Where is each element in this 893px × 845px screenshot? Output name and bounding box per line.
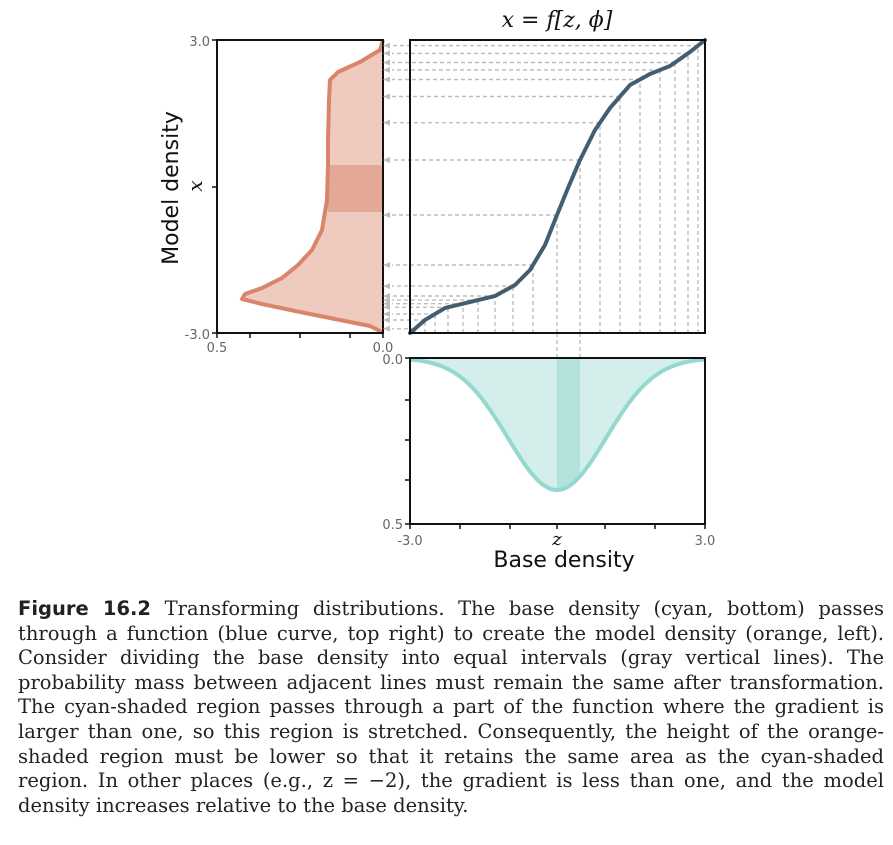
guide-arrowhead (383, 293, 390, 299)
base-density-label: Base density (493, 548, 634, 573)
left-xtick-right: 0.0 (373, 341, 394, 356)
figure-caption: Figure 16.2 Transforming distributions. … (18, 597, 884, 818)
model-density-curve (240, 39, 385, 335)
base-density-curve (409, 357, 706, 492)
figure-label: Figure 16.2 (18, 597, 152, 620)
left-xtick-left: 0.5 (207, 341, 228, 356)
model-density-ticks (212, 39, 384, 338)
guide-arrowhead (383, 119, 390, 126)
bottom-xtick-right: 3.0 (695, 534, 716, 549)
guide-arrowhead (383, 76, 390, 83)
base-density-ticks (405, 357, 706, 529)
bottom-ytick-bottom: 0.5 (382, 518, 403, 533)
base-density-shaded-region (557, 358, 580, 490)
guide-arrowhead (383, 317, 390, 323)
guide-arrowhead (383, 262, 390, 268)
left-ytick-bottom: -3.0 (185, 328, 210, 343)
bottom-xtick-left: -3.0 (397, 534, 422, 549)
base-density-var: z (551, 529, 562, 550)
function-title: x = f[z, ϕ] (502, 8, 613, 33)
bottom-ytick-top: 0.0 (382, 353, 403, 368)
left-ytick-top: 3.0 (189, 35, 210, 50)
function-panel (383, 38, 707, 358)
caption-text: Transforming distributions. The base den… (18, 597, 885, 817)
guide-arrowhead (383, 42, 390, 49)
guide-arrowhead (383, 212, 390, 218)
guide-arrowhead (383, 67, 390, 73)
model-density-var: x (183, 180, 207, 191)
guide-arrowhead (383, 325, 390, 332)
guide-arrowhead (383, 157, 390, 163)
guide-arrowhead (383, 297, 390, 304)
model-density-label: Model density (159, 111, 184, 265)
model-density-panel: 3.0 -3.0 0.5 0.0 Model density x (159, 35, 393, 356)
function-frame (409, 39, 706, 334)
guide-arrowhead (383, 50, 390, 57)
function-curve (408, 38, 707, 335)
figure-canvas: x = f[z, ϕ] 3.0 -3.0 0.5 0.0 Model densi… (159, 8, 715, 573)
guide-arrowhead (383, 311, 390, 317)
guide-arrowhead (383, 59, 390, 66)
guide-arrowhead (383, 93, 390, 100)
base-density-panel: 0.0 0.5 -3.0 3.0 z Base density (382, 353, 715, 573)
mapping-guide-lines (383, 42, 699, 358)
guide-arrowhead (383, 283, 390, 290)
model-density-area (242, 40, 383, 333)
model-density-shaded-region (328, 165, 383, 212)
